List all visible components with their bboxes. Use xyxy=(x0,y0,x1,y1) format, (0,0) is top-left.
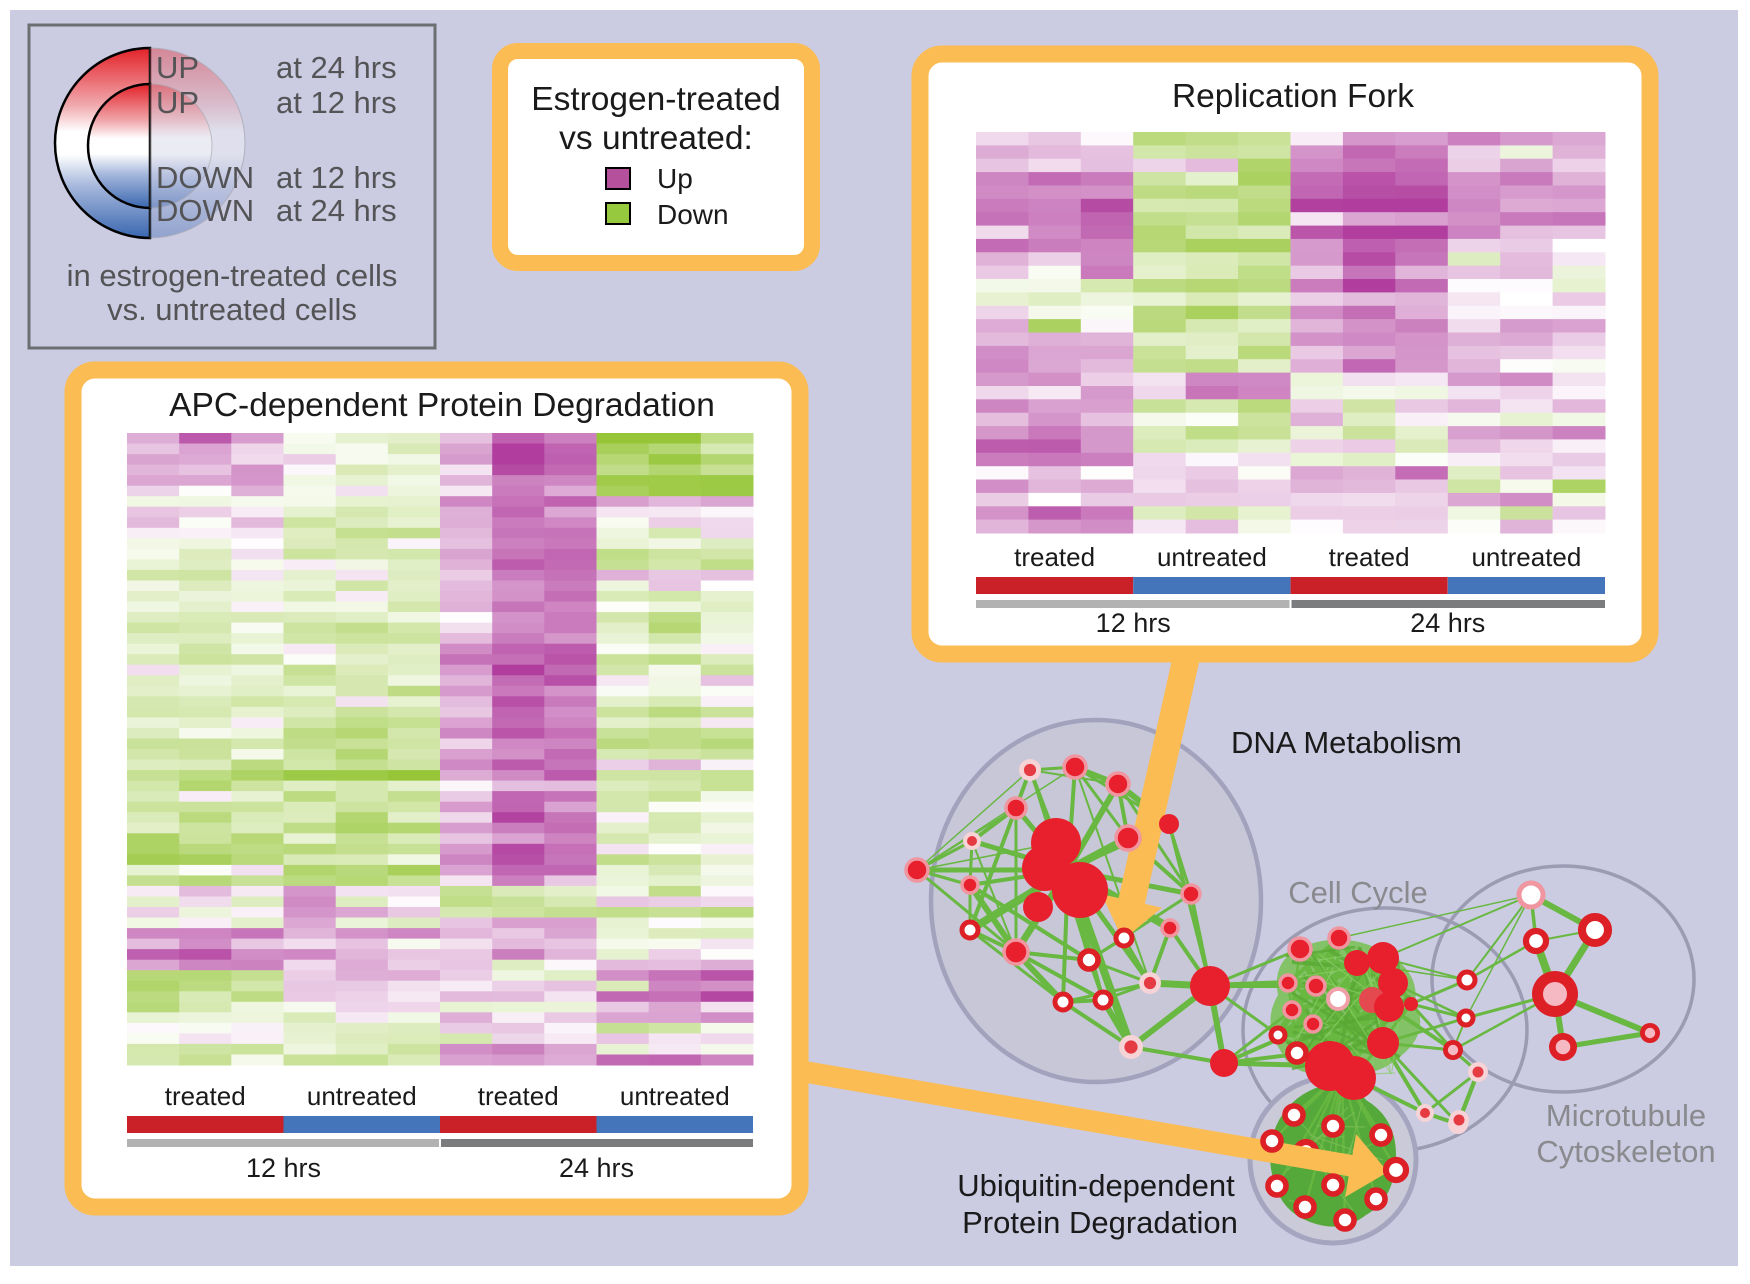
svg-text:24 hrs: 24 hrs xyxy=(559,1153,634,1183)
svg-text:UP: UP xyxy=(156,85,199,120)
svg-text:Ubiquitin-dependent: Ubiquitin-dependent xyxy=(957,1168,1235,1203)
svg-text:untreated: untreated xyxy=(307,1081,417,1111)
svg-text:UP: UP xyxy=(156,50,199,85)
svg-text:12 hrs: 12 hrs xyxy=(1096,608,1171,638)
svg-text:Replication Fork: Replication Fork xyxy=(1172,78,1414,115)
svg-text:DNA Metabolism: DNA Metabolism xyxy=(1231,725,1462,760)
svg-text:untreated: untreated xyxy=(620,1081,730,1111)
svg-text:DOWN: DOWN xyxy=(156,160,254,195)
svg-text:at 24 hrs: at 24 hrs xyxy=(276,50,397,85)
svg-text:Protein Degradation: Protein Degradation xyxy=(962,1205,1238,1240)
svg-text:vs untreated:: vs untreated: xyxy=(559,120,753,157)
svg-text:treated: treated xyxy=(478,1081,559,1111)
svg-text:at 24 hrs: at 24 hrs xyxy=(276,193,397,228)
svg-text:Down: Down xyxy=(657,199,729,230)
svg-text:treated: treated xyxy=(165,1081,246,1111)
svg-text:Cell Cycle: Cell Cycle xyxy=(1288,875,1428,910)
svg-text:treated: treated xyxy=(1329,542,1410,572)
svg-text:untreated: untreated xyxy=(1157,542,1267,572)
svg-text:untreated: untreated xyxy=(1471,542,1581,572)
svg-text:Up: Up xyxy=(657,163,693,194)
svg-text:at 12 hrs: at 12 hrs xyxy=(276,85,397,120)
svg-text:in estrogen-treated cells: in estrogen-treated cells xyxy=(67,258,398,293)
svg-text:Cytoskeleton: Cytoskeleton xyxy=(1536,1134,1715,1169)
svg-text:vs. untreated cells: vs. untreated cells xyxy=(107,292,357,327)
svg-text:treated: treated xyxy=(1014,542,1095,572)
svg-text:24 hrs: 24 hrs xyxy=(1410,608,1485,638)
svg-text:Estrogen-treated: Estrogen-treated xyxy=(531,81,781,118)
svg-text:DOWN: DOWN xyxy=(156,193,254,228)
svg-text:APC-dependent Protein Degradat: APC-dependent Protein Degradation xyxy=(169,387,715,424)
svg-text:at 12 hrs: at 12 hrs xyxy=(276,160,397,195)
svg-text:Microtubule: Microtubule xyxy=(1546,1098,1706,1133)
svg-text:12 hrs: 12 hrs xyxy=(246,1153,321,1183)
